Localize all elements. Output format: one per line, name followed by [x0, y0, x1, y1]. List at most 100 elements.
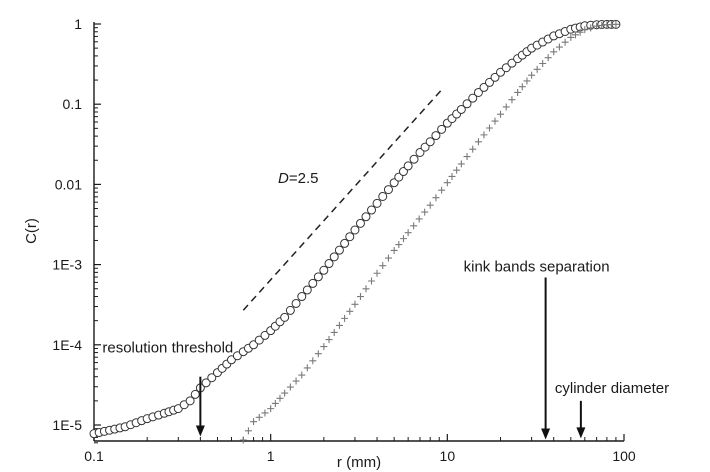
circle-point	[334, 245, 344, 255]
plus-point	[356, 293, 364, 301]
circle-point	[280, 312, 290, 322]
plus-point	[255, 413, 263, 421]
circle-point	[313, 272, 323, 282]
annotations: resolution threshold kink bands separatio…	[102, 259, 669, 440]
circle-point	[468, 93, 478, 103]
annotation-label: resolution threshold	[102, 340, 233, 357]
annotation: cylinder diameter	[555, 380, 669, 439]
plus-point	[404, 229, 412, 237]
plus-point	[485, 124, 493, 132]
plus-point	[362, 285, 370, 293]
circle-point	[308, 278, 318, 288]
circle-point	[329, 252, 339, 262]
plus-point	[384, 254, 392, 262]
reference-line-group	[242, 87, 444, 311]
circle-point	[260, 330, 270, 340]
plus-point	[261, 409, 269, 417]
slope-label-symbol: D	[278, 170, 289, 187]
plus-point	[276, 394, 284, 402]
circle-point	[285, 305, 295, 315]
plus-point	[480, 131, 488, 139]
y-axis-title: C(r)	[23, 218, 40, 244]
plus-point	[368, 277, 376, 285]
plus-point	[298, 371, 306, 379]
y-tick-label: 0.01	[55, 176, 82, 192]
plus-point	[335, 321, 343, 329]
y-tick-label: 1E-5	[52, 417, 82, 433]
plus-series	[239, 20, 620, 444]
y-tick-label: 1E-4	[52, 337, 82, 353]
annotation-label: kink bands separation	[464, 259, 610, 276]
plus-point	[571, 31, 579, 39]
plus-point	[415, 215, 423, 223]
plus-point	[410, 222, 418, 230]
circle-series	[89, 19, 621, 439]
circle-point	[185, 396, 195, 406]
plus-point	[463, 153, 471, 161]
plus-point	[474, 138, 482, 146]
circle-point	[415, 147, 425, 157]
plus-point	[567, 33, 575, 41]
plus-point	[239, 436, 247, 444]
x-tick-label: 1	[267, 448, 275, 464]
plus-point	[244, 427, 252, 435]
circle-point	[291, 298, 301, 308]
circle-point	[437, 124, 447, 134]
plus-point	[426, 201, 434, 209]
circle-point	[462, 99, 472, 109]
circle-point	[501, 63, 511, 73]
plus-point	[453, 166, 461, 174]
plus-point	[587, 24, 595, 32]
slope-label: D=2.5	[278, 170, 318, 187]
plus-point	[292, 377, 300, 385]
plus-point	[448, 172, 456, 180]
circle-point	[484, 77, 494, 87]
x-tick-label: 100	[612, 448, 636, 464]
plus-point	[281, 389, 289, 397]
plus-point	[539, 60, 547, 68]
circle-point	[456, 104, 466, 114]
x-axis-title: r (mm)	[337, 454, 381, 471]
plus-point	[438, 186, 446, 194]
plus-point	[330, 328, 338, 336]
annotation-arrow-head	[576, 427, 586, 439]
axes	[93, 22, 624, 442]
circle-point	[319, 265, 329, 275]
plus-point	[379, 262, 387, 270]
circle-point	[207, 373, 217, 383]
plus-point	[432, 194, 440, 202]
plus-point	[351, 300, 359, 308]
plus-point	[508, 96, 516, 104]
circle-point	[340, 238, 350, 248]
circle-point	[425, 137, 435, 147]
plus-point	[314, 350, 322, 358]
circle-point	[473, 87, 483, 97]
circle-point	[409, 154, 419, 164]
y-tick-label: 0.1	[63, 96, 83, 112]
plus-point	[544, 54, 552, 62]
plus-point	[593, 22, 601, 30]
plus-point	[514, 88, 522, 96]
circle-point	[372, 198, 382, 208]
plus-point	[390, 246, 398, 254]
plus-point	[612, 20, 620, 28]
plus-point	[309, 357, 317, 365]
circle-point	[403, 161, 413, 171]
circle-point	[190, 389, 200, 399]
plus-point	[250, 418, 258, 426]
plus-point	[581, 26, 589, 34]
plus-point	[346, 307, 354, 315]
plus-point	[555, 43, 563, 51]
plus-point	[491, 117, 499, 125]
plus-point	[320, 343, 328, 351]
circle-point	[297, 292, 307, 302]
plus-point	[457, 160, 465, 168]
y-tick-label: 1	[74, 16, 82, 32]
plus-point	[469, 145, 477, 153]
plus-point	[561, 38, 569, 46]
circle-point	[496, 67, 506, 77]
circle-point	[431, 131, 441, 141]
plus-point	[271, 399, 279, 407]
plus-point	[518, 83, 526, 91]
